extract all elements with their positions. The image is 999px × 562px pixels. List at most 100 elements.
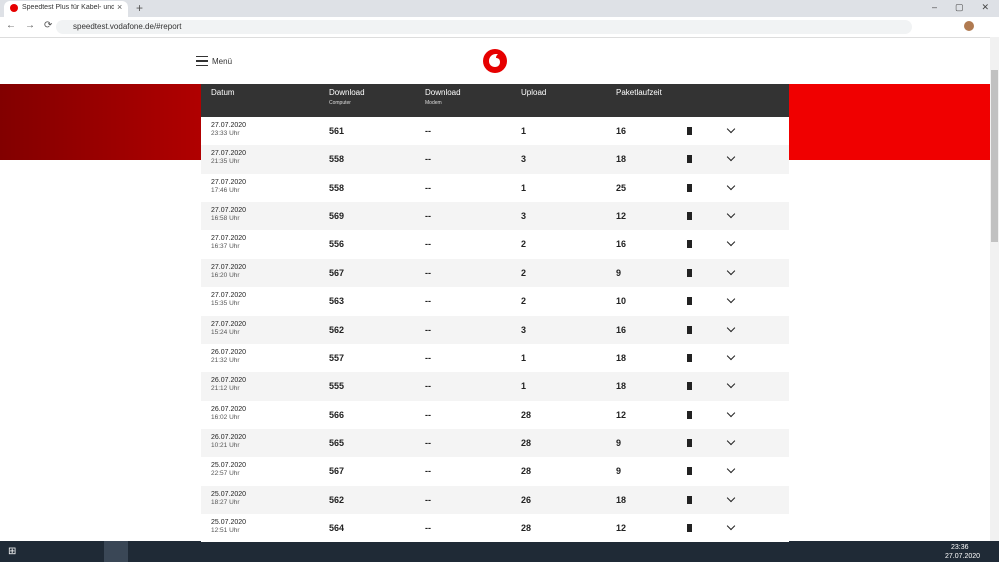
date: 27.07.2020 [211,207,247,215]
date: 27.07.2020 [211,320,247,328]
table-row: 26.07.2020 16:02 Uhr 566 -- 28 12 [201,400,789,429]
upload: 3 [521,324,527,335]
delete-icon[interactable] [687,240,692,249]
date: 27.07.2020 [211,178,247,186]
expand-icon[interactable] [726,408,736,417]
expand-icon[interactable] [726,465,736,474]
download-computer: 558 [329,154,345,165]
date: 27.07.2020 [211,263,247,271]
delete-icon[interactable] [687,297,692,306]
logo [483,49,507,73]
banner-right [789,84,999,160]
paketlaufzeit: 12 [616,409,627,420]
delete-icon[interactable] [687,127,692,135]
date: 27.07.2020 [211,122,247,129]
delete-icon[interactable] [687,467,692,476]
paketlaufzeit: 9 [616,437,622,448]
paketlaufzeit: 16 [616,126,627,136]
clock-time: 23:36 [951,544,969,551]
column-sublabel: Computer [329,100,351,106]
menu-icon[interactable] [196,56,208,66]
scrollbar-thumb[interactable] [991,70,998,242]
expand-icon[interactable] [726,436,736,446]
delete-icon[interactable] [687,155,692,164]
date: 26.07.2020 [211,377,247,385]
window-controls[interactable]: –▢✕ [932,2,989,12]
table-row: 27.07.2020 16:37 Uhr 556 -- 2 16 [201,230,789,259]
start-button[interactable]: ⊞ [8,546,17,557]
expand-icon[interactable] [726,266,736,276]
table-row: 27.07.2020 15:24 Uhr 562 -- 3 16 [201,315,789,344]
delete-icon[interactable] [687,438,692,447]
column-header: Download [329,88,365,97]
table-row: 25.07.2020 18:27 Uhr 562 -- 26 18 [201,485,789,515]
paketlaufzeit: 16 [616,239,627,250]
paketlaufzeit: 18 [616,494,627,505]
menu-icon-bar [196,60,208,62]
new-tab[interactable]: + [136,1,144,15]
download-modem: -- [425,381,431,392]
paketlaufzeit: 9 [616,466,622,477]
menu-label[interactable]: Menü [212,57,233,66]
tab[interactable] [4,1,128,17]
download-modem: -- [425,466,431,477]
tab-close[interactable]: × [117,2,123,12]
expand-icon[interactable] [726,294,736,304]
table-row: 25.07.2020 22:57 Uhr 567 -- 28 9 [201,457,789,486]
delete-icon[interactable] [687,410,692,419]
delete-icon[interactable] [687,382,692,391]
download-computer: 556 [329,239,345,250]
banner-left [0,84,201,160]
paketlaufzeit: 16 [616,324,627,335]
column-sublabel: Modem [425,100,442,106]
download-computer: 564 [329,523,345,534]
time: 12:51 Uhr [211,527,240,535]
profile[interactable] [964,21,974,31]
upload: 28 [521,409,532,420]
date: 26.07.2020 [211,433,247,441]
expand-icon[interactable] [726,351,736,361]
expand-icon[interactable] [726,124,736,134]
delete-icon[interactable] [687,325,692,334]
active-app[interactable] [104,541,128,562]
time: 16:58 Uhr [211,215,240,223]
delete-icon[interactable] [687,183,692,192]
date: 25.07.2020 [211,462,247,470]
expand-icon[interactable] [726,379,736,389]
upload: 26 [521,494,532,505]
delete-icon[interactable] [687,353,692,362]
expand-icon[interactable] [726,238,736,247]
table-header [201,84,789,117]
delete-icon[interactable] [687,212,692,221]
expand-icon[interactable] [726,153,736,162]
paketlaufzeit: 18 [616,352,627,363]
expand-icon[interactable] [726,521,736,531]
download-computer: 567 [329,466,345,477]
upload: 28 [521,437,532,448]
delete-icon[interactable] [687,524,692,533]
column-header: Download [425,88,461,97]
download-computer: 565 [329,437,345,448]
url[interactable]: speedtest.vodafone.de/#report [73,22,182,31]
paketlaufzeit: 10 [616,296,627,307]
time: 22:57 Uhr [211,470,240,478]
nav-buttons[interactable]: ←→⟳ [6,20,62,31]
delete-icon[interactable] [687,268,692,277]
expand-icon[interactable] [726,209,736,219]
address-bar[interactable] [56,20,912,34]
expand-icon[interactable] [726,181,736,190]
time: 15:35 Uhr [211,300,240,308]
date: 27.07.2020 [211,292,247,300]
download-computer: 569 [329,211,345,222]
time: 16:20 Uhr [211,271,240,279]
delete-icon[interactable] [687,495,692,504]
paketlaufzeit: 12 [616,211,627,222]
download-modem: -- [425,437,431,448]
expand-icon[interactable] [726,323,736,332]
column-header: Datum [211,88,235,97]
date: 25.07.2020 [211,519,247,527]
download-computer: 558 [329,182,345,193]
taskbar [0,541,999,562]
download-computer: 562 [329,324,345,335]
expand-icon[interactable] [726,493,736,502]
